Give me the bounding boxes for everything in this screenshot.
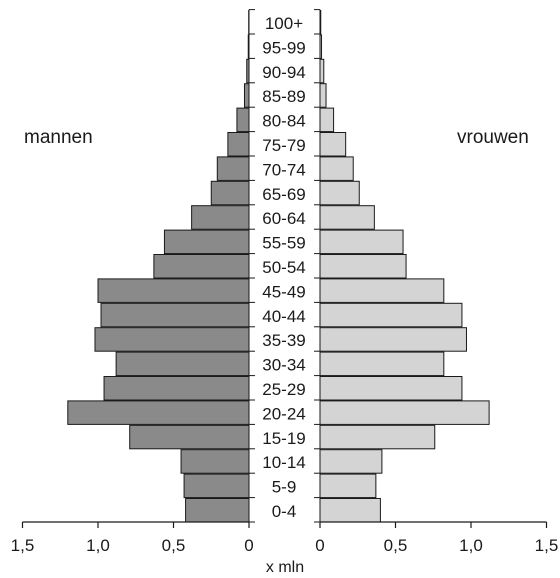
female-bar-15-19 <box>319 424 436 450</box>
male-bar-30-34 <box>115 351 250 377</box>
x-axes: 0 0 0,5 0,5 1,0 1,0 1,5 1,5 <box>11 9 559 555</box>
age-label-55-59: 55-59 <box>262 234 305 253</box>
female-bar-10-14 <box>319 449 383 474</box>
female-bar-50-54 <box>319 254 407 279</box>
female-bar-60-64 <box>319 205 375 230</box>
female-bar-25-29 <box>319 376 463 401</box>
male-bar-80-84 <box>236 107 250 133</box>
male-bar-5-9 <box>183 473 250 499</box>
male-bar-45-49 <box>97 278 250 303</box>
age-label-85-89: 85-89 <box>262 87 305 106</box>
female-x-tick-label: 1,0 <box>459 536 483 555</box>
female-bar-0-4 <box>319 498 381 523</box>
age-label-35-39: 35-39 <box>262 331 305 350</box>
age-label-75-79: 75-79 <box>262 136 305 155</box>
female-bar-40-44 <box>319 302 463 328</box>
male-bar-70-74 <box>216 156 250 181</box>
male-bar-10-14 <box>180 449 250 474</box>
age-label-15-19: 15-19 <box>262 429 305 448</box>
age-label-40-44: 40-44 <box>262 307 305 326</box>
female-bar-45-49 <box>319 278 445 303</box>
age-label-30-34: 30-34 <box>262 356 305 375</box>
female-bar-80-84 <box>319 107 335 133</box>
male-x-tick-label: 1,5 <box>11 536 35 555</box>
female-bar-90-94 <box>319 58 325 84</box>
male-bar-65-69 <box>210 180 250 206</box>
age-label-10-14: 10-14 <box>262 453 305 472</box>
male-bar-55-59 <box>163 229 250 255</box>
female-x-tick-label: 0 <box>315 536 324 555</box>
male-bar-60-64 <box>191 205 250 230</box>
age-label-60-64: 60-64 <box>262 209 305 228</box>
age-label-20-24: 20-24 <box>262 404 305 423</box>
male-bar-25-29 <box>103 376 250 401</box>
age-label-25-29: 25-29 <box>262 380 305 399</box>
male-bar-15-19 <box>129 424 250 450</box>
male-bar-20-24 <box>67 400 250 425</box>
male-bar-40-44 <box>100 302 250 328</box>
male-bar-0-4 <box>185 498 250 523</box>
male-x-tick-label: 0 <box>244 536 253 555</box>
female-x-tick-label: 0,5 <box>384 536 408 555</box>
right-side-label: vrouwen <box>457 127 529 148</box>
left-side-label: mannen <box>24 127 93 148</box>
male-bar-50-54 <box>153 254 250 279</box>
male-x-tick-label: 0,5 <box>162 536 186 555</box>
age-label-65-69: 65-69 <box>262 185 305 204</box>
age-label-45-49: 45-49 <box>262 282 305 301</box>
female-bar-30-34 <box>319 351 445 377</box>
male-bar-85-89 <box>243 83 250 108</box>
age-label-95-99: 95-99 <box>262 38 305 57</box>
age-group-labels: 0-4 5-9 10-14 15-19 20-24 25-29 30-34 35-39 40-4… <box>262 14 305 521</box>
female-bar-75-79 <box>319 132 347 157</box>
age-label-70-74: 70-74 <box>262 160 305 179</box>
male-bars <box>67 10 250 523</box>
female-bar-85-89 <box>319 83 327 108</box>
female-bars <box>319 10 490 523</box>
age-label-100+: 100+ <box>265 14 303 33</box>
female-bar-65-69 <box>319 180 360 206</box>
age-label-90-94: 90-94 <box>262 63 305 82</box>
age-label-80-84: 80-84 <box>262 112 305 131</box>
x-axis-unit-label: x mln <box>266 559 304 576</box>
female-bar-35-39 <box>319 327 467 352</box>
female-bar-70-74 <box>319 156 354 181</box>
age-label-0-4: 0-4 <box>272 502 297 521</box>
female-x-tick-label: 1,5 <box>535 536 559 555</box>
female-bar-55-59 <box>319 229 404 255</box>
age-label-50-54: 50-54 <box>262 258 305 277</box>
male-x-tick-label: 1,0 <box>86 536 110 555</box>
female-bar-5-9 <box>319 473 377 499</box>
female-bar-20-24 <box>319 400 490 425</box>
male-bar-75-79 <box>227 132 250 157</box>
male-bar-35-39 <box>94 327 250 352</box>
age-label-5-9: 5-9 <box>272 478 297 497</box>
